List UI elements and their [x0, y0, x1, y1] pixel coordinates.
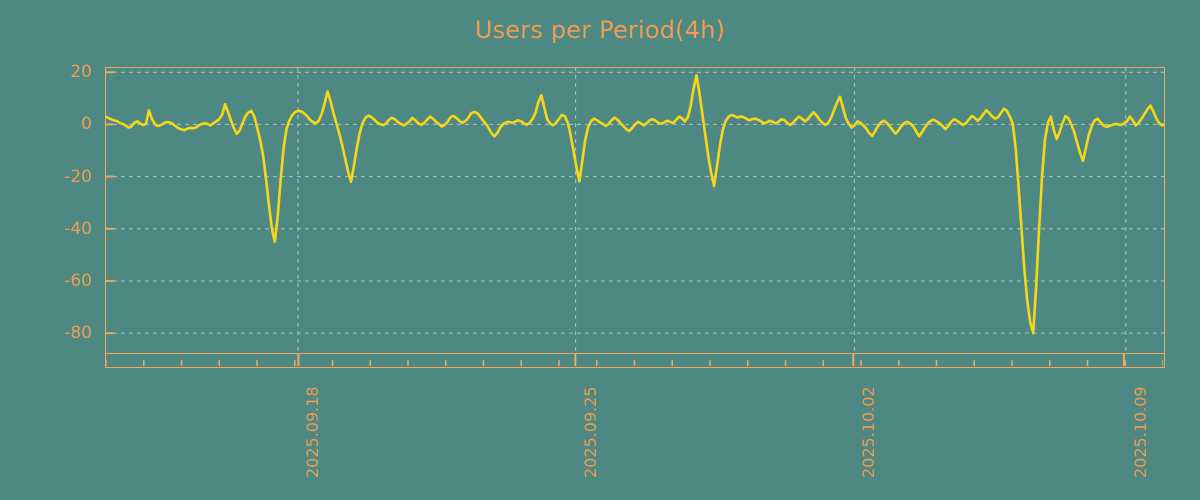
- y-axis-tick-label: 20: [70, 62, 92, 83]
- x-axis-tick-label: 2025.10.09: [1130, 386, 1150, 478]
- y-axis-tick-label: -40: [64, 218, 92, 239]
- x-axis-tick-label: 2025.09.18: [302, 386, 322, 478]
- x-axis-tick-label: 2025.09.25: [580, 386, 600, 478]
- y-axis-tick-label: -60: [64, 270, 92, 291]
- x-axis-strip: [105, 354, 1165, 368]
- y-axis-tick-label: -20: [64, 166, 92, 187]
- y-axis-tick-label: -80: [64, 323, 92, 344]
- y-axis-tick-label: 0: [81, 114, 92, 135]
- chart-title: Users per Period(4h): [474, 16, 726, 44]
- series-line-users-per-period: [105, 74, 1165, 335]
- x-axis-tick-label: 2025.10.02: [859, 386, 879, 478]
- line-chart-svg: [105, 67, 1165, 354]
- plot-area: [105, 67, 1165, 354]
- x-axis-minor-ticks: [106, 354, 1163, 366]
